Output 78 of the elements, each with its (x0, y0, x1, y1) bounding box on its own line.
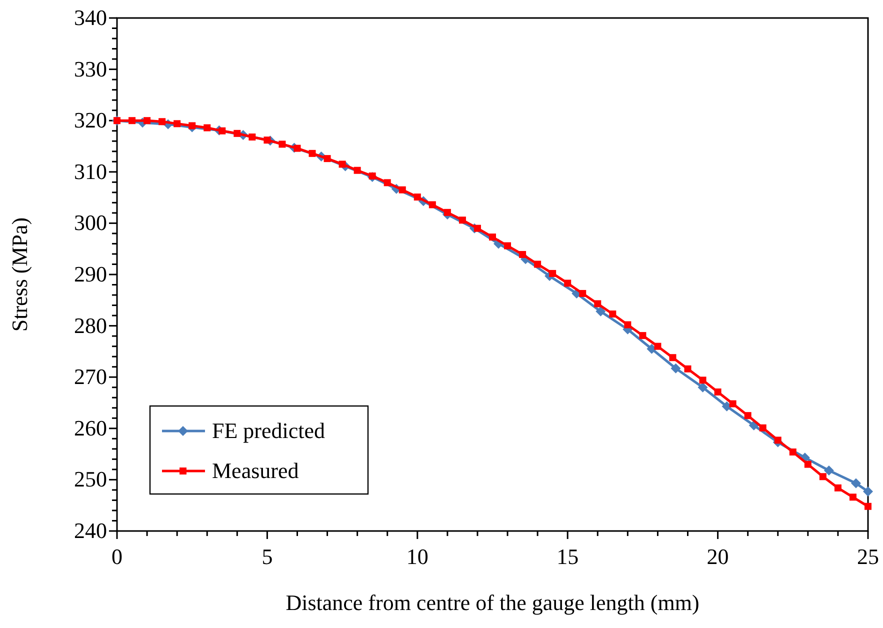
y-tick-label: 290 (74, 262, 107, 286)
point (819, 473, 826, 480)
point (489, 234, 496, 241)
point (519, 250, 526, 258)
point (384, 179, 391, 186)
point (504, 242, 512, 250)
point (294, 144, 301, 152)
point (849, 494, 856, 501)
point (759, 424, 766, 432)
point (234, 130, 241, 137)
point (444, 208, 451, 216)
point (804, 460, 812, 468)
point (654, 342, 662, 350)
point (789, 448, 796, 456)
legend-label: Measured (212, 458, 299, 483)
point (699, 376, 706, 384)
point (204, 124, 211, 132)
point (308, 150, 316, 157)
point (398, 186, 406, 194)
point (144, 117, 151, 124)
point (684, 365, 692, 372)
point (722, 401, 732, 412)
point (714, 388, 722, 396)
y-tick-label: 330 (74, 56, 107, 82)
point (850, 478, 861, 488)
point (278, 140, 286, 148)
x-tick-label: 20 (706, 544, 729, 569)
point (324, 155, 331, 162)
point (368, 172, 376, 180)
point (594, 300, 602, 308)
point (428, 201, 436, 208)
point (549, 270, 556, 277)
point (609, 310, 616, 318)
point (174, 120, 181, 128)
y-tick-label: 310 (74, 158, 107, 184)
point (596, 306, 606, 316)
point (579, 290, 586, 297)
y-tick-label: 300 (74, 210, 107, 236)
point (458, 216, 466, 224)
point (824, 465, 834, 476)
point (188, 122, 196, 130)
point (669, 354, 676, 362)
point (670, 363, 681, 374)
x-tick-label: 0 (112, 544, 122, 569)
point (744, 412, 752, 420)
x-axis-title: Distance from centre of the gauge length (mm) (286, 590, 700, 615)
point (624, 321, 632, 328)
point (863, 486, 873, 496)
point (248, 134, 256, 141)
point (729, 400, 736, 408)
x-tick-label: 5 (262, 544, 273, 569)
point (834, 484, 842, 492)
y-tick-label: 320 (74, 108, 107, 133)
point (698, 382, 708, 392)
y-tick-label: 250 (74, 466, 107, 492)
y-tick-label: 260 (74, 415, 107, 440)
point (338, 160, 346, 168)
y-tick-label: 270 (74, 364, 107, 390)
x-tick-label: 10 (406, 544, 428, 569)
point (639, 332, 646, 340)
y-tick-label: 340 (74, 5, 107, 30)
point (564, 280, 572, 287)
y-tick-label: 240 (74, 518, 107, 543)
legend-label: FE predicted (212, 418, 326, 443)
point (354, 166, 361, 174)
x-tick-label: 15 (556, 544, 579, 569)
y-axis-title: Stress (MPa) (7, 217, 32, 332)
x-tick-label: 25 (857, 544, 879, 569)
point (534, 260, 542, 268)
point (864, 502, 872, 510)
point (158, 118, 166, 126)
point (264, 136, 271, 144)
point (218, 127, 226, 134)
point (774, 436, 782, 444)
point (474, 224, 481, 232)
point (128, 117, 136, 124)
y-tick-label: 280 (74, 312, 107, 338)
point (414, 194, 421, 201)
